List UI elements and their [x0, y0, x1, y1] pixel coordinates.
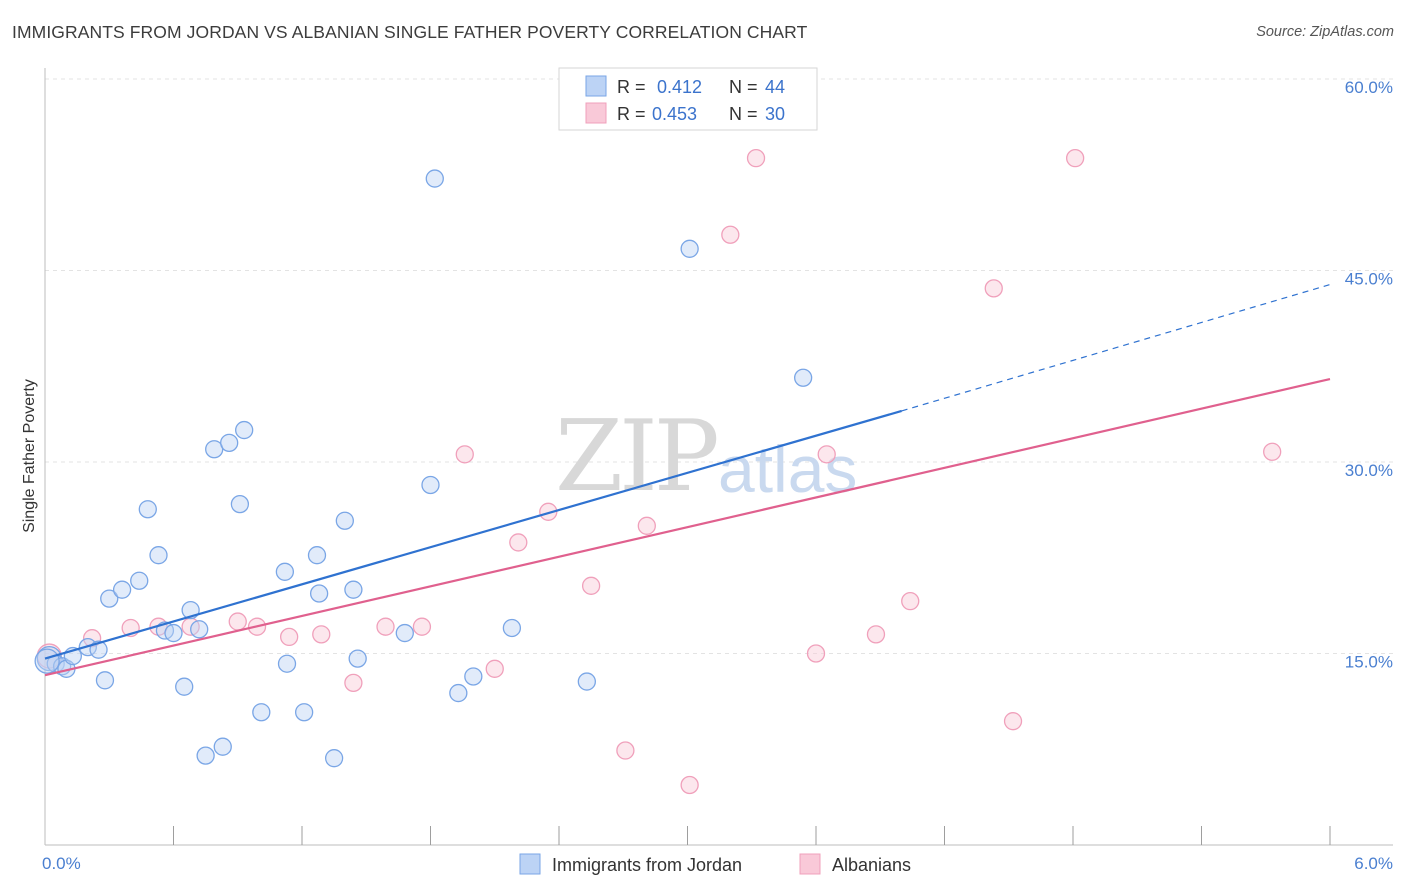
y-tick-label-2: 45.0%	[1345, 270, 1393, 289]
jordan-point	[449, 683, 468, 703]
jordan-point	[464, 667, 483, 686]
albanian-point	[1065, 149, 1085, 168]
jordan-point	[149, 546, 168, 565]
bottom-legend-label-albanian: Albanians	[832, 855, 911, 875]
jordan-point	[395, 623, 414, 643]
jordan-point	[112, 580, 132, 599]
jordan-point	[309, 584, 329, 603]
albanian-point	[455, 445, 474, 464]
albanian-point	[984, 279, 1003, 298]
chart-title: IMMIGRANTS FROM JORDAN VS ALBANIAN SINGL…	[12, 22, 808, 42]
jordan-point	[275, 562, 295, 581]
legend-n-label-jordan: N =	[729, 77, 758, 97]
jordan-point	[34, 648, 60, 674]
bottom-legend-swatch-jordan	[519, 853, 541, 875]
albanian-point	[485, 659, 504, 678]
albanian-point	[581, 576, 601, 595]
jordan-point	[324, 749, 344, 768]
legend-swatch-jordan	[585, 75, 607, 97]
albanian-point	[1263, 442, 1282, 461]
trendlines	[44, 283, 1331, 677]
jordan-points	[34, 169, 813, 768]
jordan-point	[277, 654, 297, 673]
y-tick-label-3: 60.0%	[1345, 78, 1393, 97]
jordan-point	[190, 620, 209, 639]
axes	[44, 68, 1393, 846]
legend-r-value-jordan: 0.412	[657, 77, 702, 97]
jordan-point	[502, 618, 522, 638]
jordan-point	[294, 703, 314, 722]
albanian-point	[509, 533, 528, 552]
jordan-point	[138, 500, 157, 519]
watermark-zip: ZIP	[555, 400, 717, 514]
jordan-point	[164, 623, 183, 643]
albanian-point	[279, 627, 299, 647]
albanian-point	[637, 516, 656, 535]
jordan-point	[220, 433, 239, 453]
albanian-point	[680, 775, 699, 795]
y-axis-label: Single Father Poverty	[21, 379, 38, 533]
albanian-point	[344, 673, 363, 693]
grid	[45, 78, 1393, 654]
jordan-point	[100, 589, 119, 608]
jordan-trendline-extension	[901, 283, 1331, 412]
jordan-point	[252, 703, 271, 722]
jordan-point	[421, 475, 440, 495]
legend-r-label-albanian: R =	[617, 104, 646, 124]
jordan-point	[95, 671, 115, 690]
bottom-legend-swatch-albanian	[799, 853, 821, 875]
albanian-trendline	[44, 377, 1331, 677]
legend-n-value-jordan: 44	[765, 77, 785, 97]
albanian-points	[36, 149, 1282, 795]
albanian-point	[817, 445, 836, 464]
x-tick-label-max: 6.0%	[1354, 854, 1393, 873]
jordan-point	[130, 571, 149, 590]
jordan-point	[196, 746, 215, 765]
albanian-point	[616, 741, 635, 760]
legend-r-label-jordan: R =	[617, 77, 646, 97]
legend-swatch-albanian	[585, 102, 607, 124]
y-tick-label-1: 30.0%	[1345, 461, 1393, 480]
albanian-point	[866, 625, 886, 644]
source-label: Source: ZipAtlas.com	[1256, 24, 1394, 40]
bottom-legend: Immigrants from Jordan Albanians	[519, 853, 911, 875]
albanian-point	[746, 149, 766, 168]
albanian-point	[1003, 712, 1023, 731]
jordan-point	[213, 737, 232, 756]
legend-n-value-albanian: 30	[765, 104, 785, 124]
albanian-point	[806, 644, 826, 663]
bottom-legend-label-jordan: Immigrants from Jordan	[552, 855, 742, 875]
albanian-point	[312, 625, 331, 644]
jordan-point	[235, 420, 254, 440]
jordan-point	[425, 169, 444, 188]
albanian-point	[412, 617, 432, 636]
jordan-point	[794, 368, 813, 387]
x-tick-label-min: 0.0%	[42, 854, 81, 873]
y-tick-labels: 15.0% 30.0% 45.0% 60.0%	[1345, 78, 1393, 672]
albanian-point	[376, 617, 395, 636]
albanian-point	[228, 612, 247, 631]
jordan-point	[307, 546, 327, 565]
legend: R = 0.412 N = 44 R = 0.453 N = 30	[558, 67, 818, 131]
legend-n-label-albanian: N =	[729, 104, 758, 124]
jordan-point	[175, 677, 194, 696]
y-tick-label-0: 15.0%	[1345, 653, 1393, 672]
albanian-point	[539, 502, 558, 521]
jordan-point	[344, 580, 363, 599]
jordan-point	[348, 649, 367, 668]
albanian-point	[901, 592, 920, 611]
legend-r-value-albanian: 0.453	[652, 104, 697, 124]
jordan-point	[577, 672, 596, 691]
jordan-point	[230, 494, 250, 514]
jordan-trendline	[44, 409, 902, 660]
albanian-point	[721, 225, 740, 244]
jordan-point	[335, 511, 354, 530]
albanian-point	[82, 629, 102, 648]
jordan-point	[680, 239, 699, 258]
